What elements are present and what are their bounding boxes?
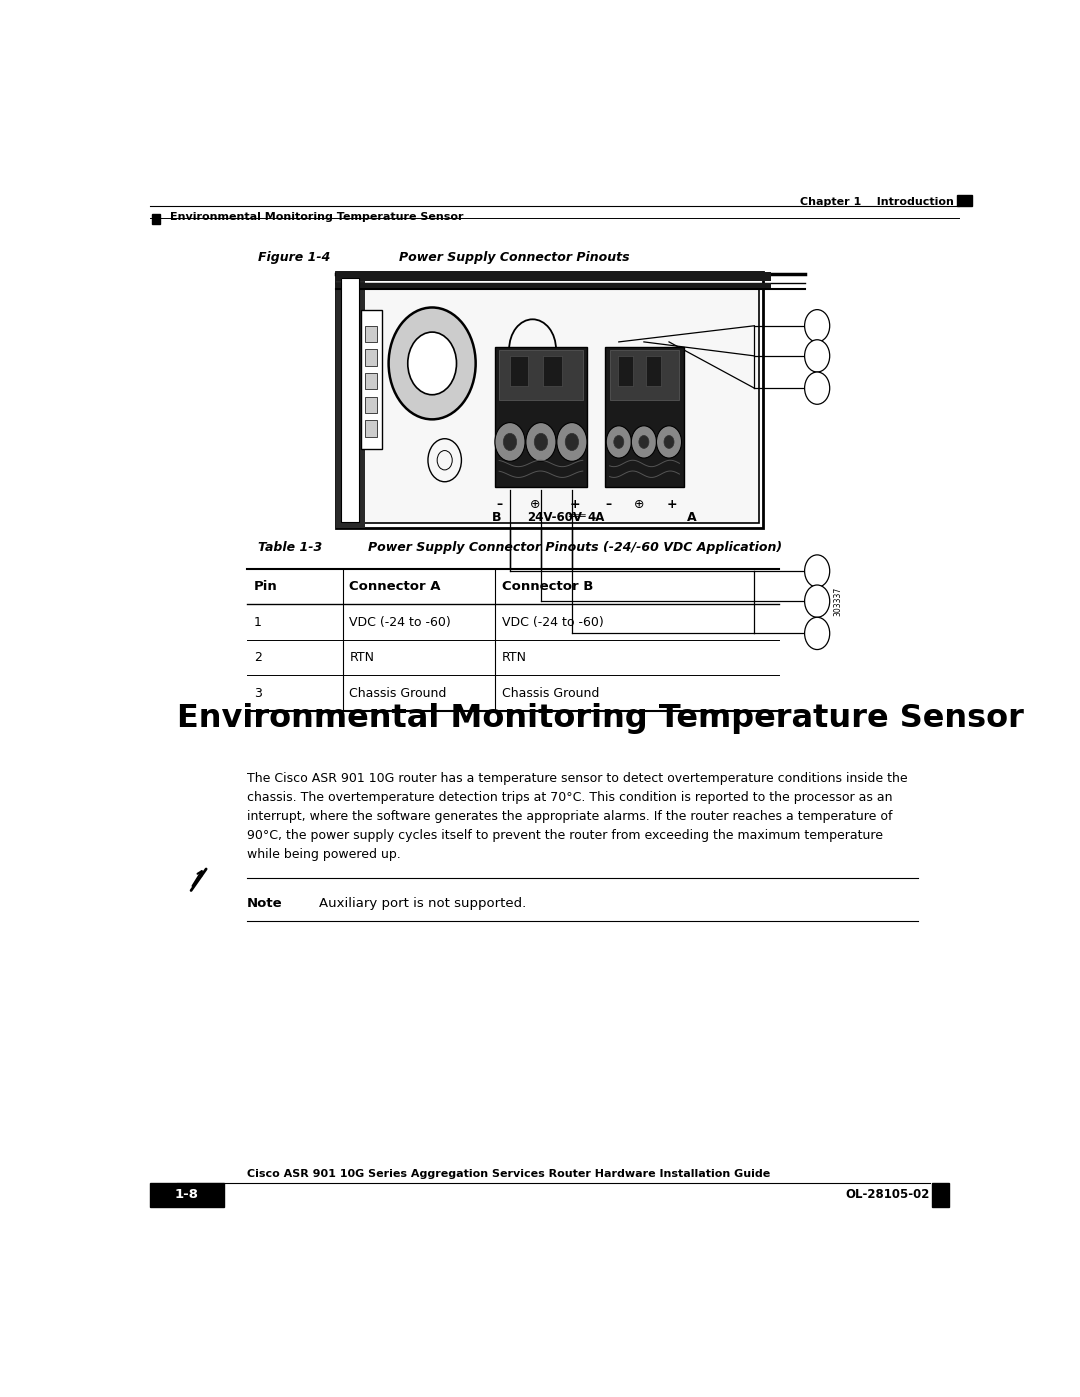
- Text: 1: 1: [813, 321, 821, 331]
- Circle shape: [805, 310, 829, 342]
- Bar: [361, 310, 382, 450]
- Circle shape: [408, 332, 457, 395]
- Bar: [150, 1183, 224, 1207]
- Bar: [365, 349, 377, 366]
- Text: Cisco ASR 901 10G Series Aggregation Services Router Hardware Installation Guide: Cisco ASR 901 10G Series Aggregation Ser…: [247, 1169, 770, 1179]
- Bar: [609, 351, 679, 401]
- Bar: [336, 272, 762, 528]
- Text: 1: 1: [254, 616, 261, 629]
- Text: RTN: RTN: [349, 651, 375, 664]
- Bar: [495, 348, 588, 488]
- Bar: [341, 278, 360, 521]
- Text: Note: Note: [247, 897, 283, 909]
- Circle shape: [606, 426, 632, 458]
- Text: 2: 2: [813, 597, 821, 606]
- Bar: [365, 326, 377, 342]
- Circle shape: [805, 339, 829, 372]
- Text: 2: 2: [813, 351, 821, 360]
- Text: 24V-60V: 24V-60V: [527, 511, 582, 524]
- Bar: [365, 420, 377, 437]
- Bar: [499, 351, 583, 401]
- Circle shape: [389, 307, 475, 419]
- Text: Power Supply Connector Pinouts (-24/-60 VDC Application): Power Supply Connector Pinouts (-24/-60 …: [367, 541, 782, 553]
- Circle shape: [632, 426, 657, 458]
- Bar: [647, 356, 661, 387]
- Bar: [957, 196, 972, 205]
- Text: Chassis Ground: Chassis Ground: [349, 686, 447, 700]
- Circle shape: [805, 585, 829, 617]
- Text: +: +: [570, 497, 581, 511]
- Bar: [543, 356, 562, 387]
- Bar: [932, 1183, 948, 1207]
- Circle shape: [613, 436, 624, 448]
- Text: ═══: ═══: [568, 511, 586, 521]
- Text: Chassis Ground: Chassis Ground: [501, 686, 599, 700]
- Bar: [336, 272, 762, 528]
- Text: Figure 1-4: Figure 1-4: [258, 251, 330, 264]
- Text: RTN: RTN: [501, 651, 527, 664]
- Bar: [365, 373, 377, 390]
- Circle shape: [557, 422, 588, 461]
- Bar: [151, 214, 160, 224]
- Circle shape: [565, 433, 579, 451]
- Text: 4A: 4A: [588, 511, 605, 524]
- Text: +: +: [667, 497, 677, 511]
- Circle shape: [805, 372, 829, 404]
- Text: Environmental Monitoring Temperature Sensor: Environmental Monitoring Temperature Sen…: [177, 703, 1024, 733]
- Circle shape: [495, 422, 525, 461]
- Text: VDC (-24 to -60): VDC (-24 to -60): [501, 616, 604, 629]
- Text: VDC (-24 to -60): VDC (-24 to -60): [349, 616, 451, 629]
- Text: 3: 3: [254, 686, 261, 700]
- Circle shape: [535, 433, 548, 451]
- Bar: [336, 272, 771, 281]
- Text: ⊕: ⊕: [530, 497, 540, 511]
- Bar: [336, 272, 365, 528]
- Bar: [606, 348, 684, 488]
- Text: 303337: 303337: [834, 587, 842, 616]
- Text: Pin: Pin: [254, 580, 278, 594]
- Text: Power Supply Connector Pinouts: Power Supply Connector Pinouts: [399, 251, 630, 264]
- Text: Chapter 1    Introduction: Chapter 1 Introduction: [799, 197, 954, 207]
- Text: 3: 3: [813, 383, 821, 393]
- Text: Environmental Monitoring Temperature Sensor: Environmental Monitoring Temperature Sen…: [171, 212, 463, 222]
- Text: The Cisco ASR 901 10G router has a temperature sensor to detect overtemperature : The Cisco ASR 901 10G router has a tempe…: [247, 773, 908, 861]
- Text: A: A: [688, 511, 697, 524]
- Circle shape: [639, 436, 649, 448]
- Bar: [365, 397, 377, 414]
- Circle shape: [503, 433, 516, 451]
- Text: –: –: [497, 497, 502, 511]
- Text: Connector A: Connector A: [349, 580, 441, 594]
- Circle shape: [526, 422, 556, 461]
- Text: 1-8: 1-8: [175, 1189, 199, 1201]
- Bar: [510, 356, 528, 387]
- Text: Table 1-3: Table 1-3: [258, 541, 322, 553]
- Bar: [361, 288, 758, 522]
- Circle shape: [657, 426, 681, 458]
- Circle shape: [805, 617, 829, 650]
- Text: OL-28105-02: OL-28105-02: [846, 1189, 930, 1201]
- Bar: [618, 356, 633, 387]
- Text: Auxiliary port is not supported.: Auxiliary port is not supported.: [320, 897, 526, 909]
- Text: ⊕: ⊕: [634, 497, 644, 511]
- Bar: [336, 282, 771, 288]
- Text: –: –: [606, 497, 611, 511]
- Text: Connector B: Connector B: [501, 580, 593, 594]
- Circle shape: [664, 436, 674, 448]
- Text: 1: 1: [813, 566, 821, 576]
- Circle shape: [805, 555, 829, 587]
- Text: 3: 3: [813, 629, 821, 638]
- Bar: [341, 278, 360, 521]
- Text: B: B: [491, 511, 501, 524]
- Text: 2: 2: [254, 651, 261, 664]
